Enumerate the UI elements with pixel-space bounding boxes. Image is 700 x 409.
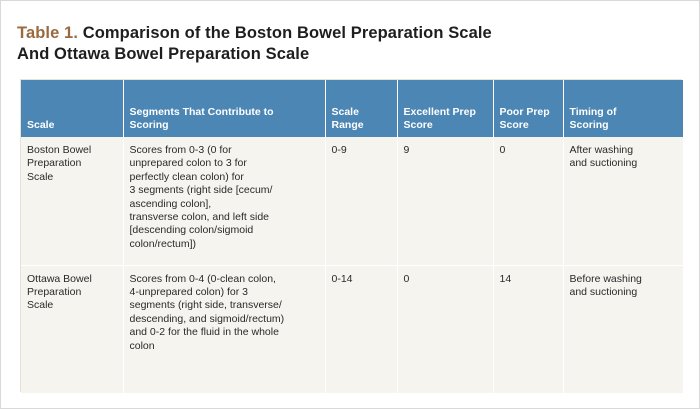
header-timing-of-scoring: Timing of Scoring bbox=[563, 80, 683, 137]
header-scale-range: Scale Range bbox=[325, 80, 398, 137]
cell-excellent-score: 0 bbox=[397, 264, 494, 393]
cell-scale-name: Boston Bowel Preparation Scale bbox=[21, 137, 124, 265]
comparison-table: Scale Segments That Contribute to Scorin… bbox=[21, 80, 683, 393]
cell-segments: Scores from 0-4 (0-clean colon, 4-unprep… bbox=[123, 264, 326, 393]
header-excellent-prep-score: Excellent Prep Score bbox=[397, 80, 494, 137]
cell-segments: Scores from 0-3 (0 for unprepared colon … bbox=[123, 137, 326, 265]
caption-title: Comparison of the Boston Bowel Preparati… bbox=[17, 24, 492, 63]
header-scale: Scale bbox=[21, 80, 124, 137]
header-segments: Segments That Contribute to Scoring bbox=[123, 80, 326, 137]
cell-timing: After washing and suctioning bbox=[563, 137, 683, 265]
cell-scale-range: 0-9 bbox=[325, 137, 398, 265]
table-caption: Table 1. Comparison of the Boston Bowel … bbox=[17, 23, 677, 65]
caption-label: Table 1. bbox=[17, 24, 79, 42]
cell-scale-name: Ottawa Bowel Preparation Scale bbox=[21, 264, 124, 393]
cell-poor-score: 0 bbox=[493, 137, 564, 265]
table-row: Ottawa Bowel Preparation Scale Scores fr… bbox=[21, 264, 683, 393]
comparison-table-container: Scale Segments That Contribute to Scorin… bbox=[20, 79, 683, 393]
cell-timing: Before washing and suctioning bbox=[563, 264, 683, 393]
table-row: Boston Bowel Preparation Scale Scores fr… bbox=[21, 137, 683, 265]
cell-poor-score: 14 bbox=[493, 264, 564, 393]
cell-scale-range: 0-14 bbox=[325, 264, 398, 393]
header-row: Scale Segments That Contribute to Scorin… bbox=[21, 80, 683, 137]
cell-excellent-score: 9 bbox=[397, 137, 494, 265]
header-poor-prep-score: Poor Prep Score bbox=[493, 80, 564, 137]
